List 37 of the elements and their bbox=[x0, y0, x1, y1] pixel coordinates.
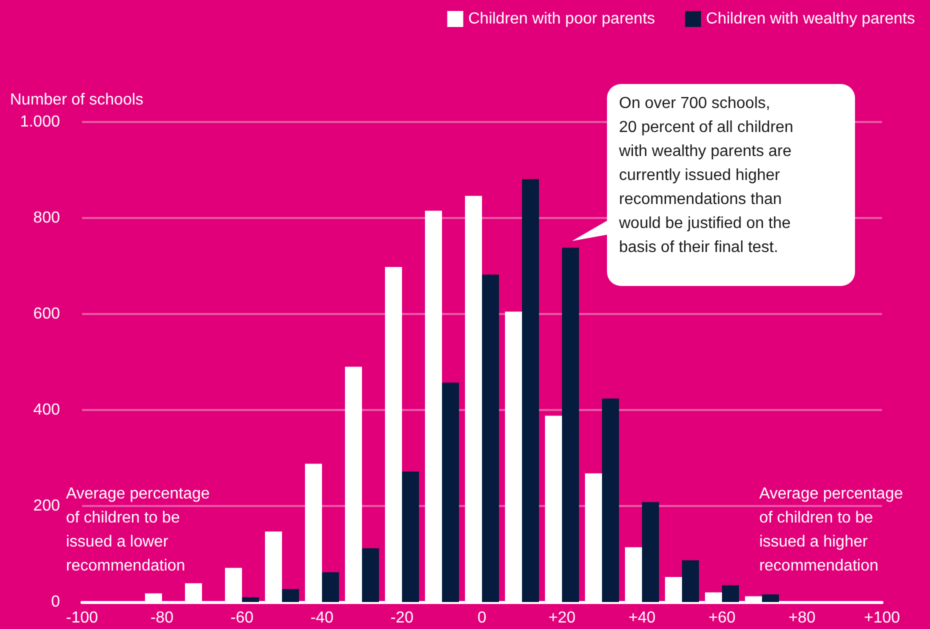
x-tick-label: 0 bbox=[478, 610, 487, 626]
annotation: On over 700 schools, 20 percent of all children with wealthy parents are currently issued higher recommendations than would be justified on the basis of their final test. bbox=[619, 94, 794, 258]
y-axis-title: Number of schools bbox=[10, 92, 144, 108]
x-tick-label: -100 bbox=[66, 610, 98, 626]
bar bbox=[322, 572, 339, 602]
bar bbox=[402, 471, 419, 602]
x-tick-label: +100 bbox=[864, 610, 900, 626]
y-tick-label: 600 bbox=[33, 306, 60, 322]
x-tick-label: +60 bbox=[708, 610, 736, 626]
x-tick-label: -60 bbox=[230, 610, 254, 626]
annotation: Average percentage of children to be issued a higher recommendation bbox=[759, 486, 904, 574]
y-tick-label: 800 bbox=[33, 210, 60, 226]
bar bbox=[562, 248, 579, 602]
bar bbox=[722, 585, 739, 602]
bar bbox=[282, 589, 299, 602]
x-tick-label: +20 bbox=[548, 610, 576, 626]
bar bbox=[242, 597, 259, 602]
bar bbox=[682, 560, 699, 602]
legend-label: Children with wealthy parents bbox=[706, 10, 916, 28]
bar bbox=[522, 179, 539, 602]
bar bbox=[642, 502, 659, 602]
y-tick-label: 200 bbox=[33, 498, 60, 514]
bar bbox=[482, 274, 499, 602]
x-tick-label: -20 bbox=[390, 610, 414, 626]
annotation: Average percentage of children to be issued a lower recommendation bbox=[66, 486, 210, 574]
x-tick-label: +80 bbox=[788, 610, 816, 626]
x-tick-label: +40 bbox=[628, 610, 656, 626]
bar bbox=[602, 398, 619, 602]
y-tick-label: 1.000 bbox=[20, 114, 60, 130]
bar bbox=[442, 382, 459, 602]
x-tick-label: -40 bbox=[310, 610, 334, 626]
x-tick-label: -80 bbox=[150, 610, 174, 626]
bar bbox=[362, 548, 379, 602]
bar bbox=[762, 594, 779, 602]
y-tick-label: 0 bbox=[51, 594, 60, 610]
legend-label: Children with poor parents bbox=[468, 10, 656, 28]
y-tick-label: 400 bbox=[33, 402, 60, 418]
